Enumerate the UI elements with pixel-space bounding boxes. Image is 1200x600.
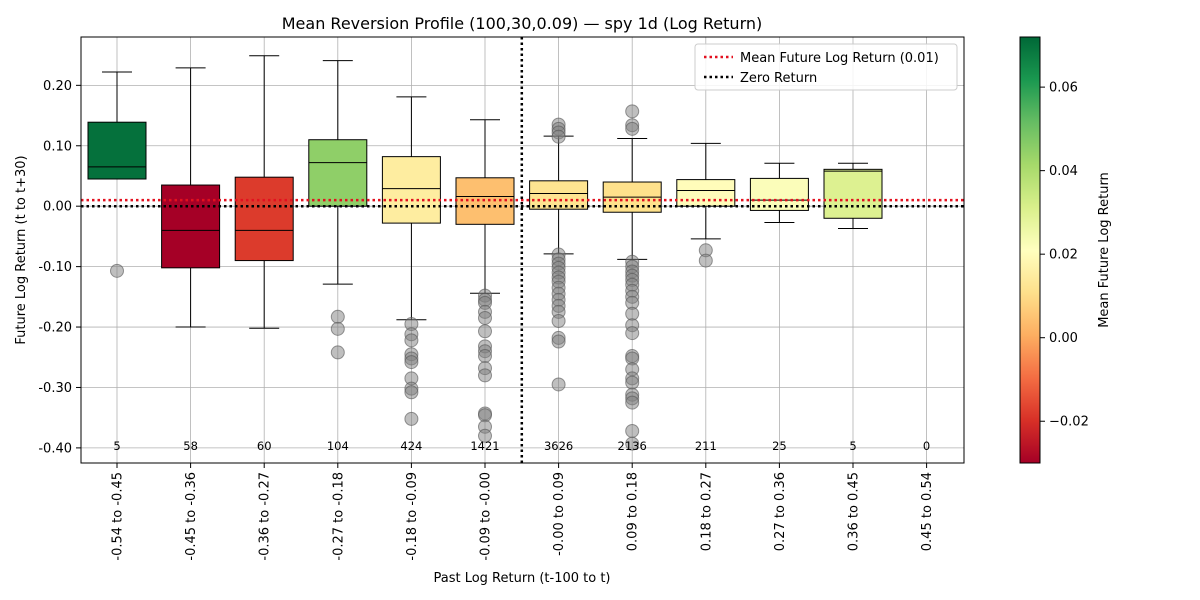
x-tick-label: -0.18 to -0.09: [405, 472, 420, 561]
outlier-point: [478, 368, 492, 383]
box-group: [161, 67, 221, 328]
box-group: [602, 104, 662, 451]
box-group: [455, 119, 515, 443]
y-tick-label: -0.30: [38, 381, 72, 396]
box-group: [749, 162, 809, 224]
outlier-point: [625, 326, 640, 341]
outlier-point: [551, 334, 566, 349]
colorbar-tick-label: 0.00: [1049, 331, 1078, 346]
x-tick-label: 0.36 to 0.45: [847, 472, 862, 551]
box-iqr: [676, 179, 736, 207]
outlier-point: [404, 355, 419, 370]
y-tick-label: 0.00: [43, 200, 72, 215]
outlier-point: [625, 395, 640, 410]
outlier-point: [478, 428, 492, 443]
y-axis-label: Future Log Return (t to t+30): [14, 155, 29, 344]
count-labels: 5 58 60 104 424 1421 3626 2136 211 25 5 0: [113, 439, 930, 453]
count-label: 2136: [618, 439, 647, 453]
count-label: 5: [849, 439, 856, 453]
outlier-point: [625, 423, 640, 438]
outlier-point: [625, 375, 640, 390]
outlier-point: [625, 104, 640, 119]
box-iqr: [308, 139, 368, 207]
outlier-point: [404, 411, 419, 426]
outlier-point: [478, 324, 492, 339]
x-axis: -0.54 to -0.45 -0.45 to -0.36 -0.36 to -0.…: [111, 463, 935, 561]
y-tick-label: 0.10: [43, 139, 72, 154]
count-label: 0: [923, 439, 930, 453]
x-tick-label: -0.36 to -0.27: [258, 472, 273, 561]
box-group: [381, 96, 441, 426]
box-iqr: [87, 121, 147, 180]
chart-title: Mean Reversion Profile (100,30,0.09) — s…: [282, 14, 763, 33]
outlier-point: [330, 345, 345, 360]
box-group: [676, 142, 736, 268]
y-tick-label: -0.10: [38, 260, 72, 275]
outlier-point: [110, 263, 124, 278]
outlier-point: [478, 310, 492, 325]
count-label: 60: [257, 439, 272, 453]
outlier-point: [625, 436, 640, 451]
colorbar: −0.02 0.00 0.02 0.04 0.06 Mean Future Log Re…: [1019, 36, 1112, 464]
box-iqr: [381, 156, 441, 224]
legend-label-zero: Zero Return: [740, 71, 817, 86]
count-label: 3626: [544, 439, 573, 453]
box-iqr: [529, 180, 589, 210]
y-tick-label: -0.20: [38, 321, 72, 336]
x-tick-label: 0.09 to 0.18: [626, 472, 641, 551]
outlier-point: [551, 129, 566, 144]
colorbar-tick-label: −0.02: [1049, 415, 1089, 430]
box-group: [529, 117, 589, 392]
colorbar-tick-label: 0.06: [1049, 81, 1078, 96]
y-axis: -0.40 -0.30 -0.20 -0.10 0.00 0.10 0.20: [38, 79, 81, 456]
outlier-point: [404, 385, 419, 400]
count-label: 104: [327, 439, 349, 453]
box-group: [234, 55, 294, 329]
box-iqr: [749, 177, 809, 211]
outlier-point: [551, 377, 566, 392]
x-axis-label: Past Log Return (t-100 to t): [433, 571, 610, 586]
outlier-point: [698, 253, 713, 268]
y-tick-label: 0.20: [43, 79, 72, 94]
plot-area: [81, 37, 964, 463]
x-tick-label: -0.09 to -0.00: [479, 472, 494, 561]
count-label: 211: [695, 439, 717, 453]
legend: Mean Future Log Return (0.01) Zero Retur…: [694, 43, 958, 91]
box-iqr: [823, 168, 883, 219]
count-label: 58: [183, 439, 198, 453]
box-group: [823, 162, 883, 230]
colorbar-label: Mean Future Log Return: [1097, 172, 1112, 328]
outlier-point: [330, 321, 345, 336]
colorbar-gradient: [1019, 36, 1041, 464]
colorbar-tick-label: 0.02: [1049, 248, 1078, 263]
count-label: 25: [772, 439, 787, 453]
legend-frame: [694, 43, 958, 91]
box-iqr: [161, 184, 221, 269]
x-tick-label: -0.27 to -0.18: [331, 472, 346, 561]
outlier-point: [404, 333, 419, 348]
x-tick-label: -0.54 to -0.45: [111, 472, 126, 561]
x-tick-label: 0.27 to 0.36: [773, 472, 788, 551]
box-group: [87, 71, 147, 278]
legend-label-mean: Mean Future Log Return (0.01): [740, 51, 939, 66]
box-group: [308, 60, 368, 360]
y-tick-label: -0.40: [38, 441, 72, 456]
outlier-point: [551, 314, 566, 328]
outlier-point: [478, 349, 492, 364]
x-tick-label: -0.45 to -0.36: [184, 472, 199, 561]
outlier-point: [625, 121, 640, 136]
count-label: 1421: [470, 439, 499, 453]
x-tick-label: 0.18 to 0.27: [699, 472, 714, 551]
x-tick-label: -0.00 to 0.09: [552, 472, 567, 556]
count-label: 5: [113, 439, 120, 453]
count-label: 424: [400, 439, 422, 453]
x-tick-label: 0.45 to 0.54: [920, 472, 935, 551]
outlier-point: [330, 309, 345, 324]
plot-frame: [80, 36, 965, 464]
colorbar-tick-label: 0.04: [1049, 164, 1078, 179]
colorbar-ticks: −0.02 0.00 0.02 0.04 0.06: [1040, 81, 1089, 430]
box-iqr: [234, 176, 294, 262]
